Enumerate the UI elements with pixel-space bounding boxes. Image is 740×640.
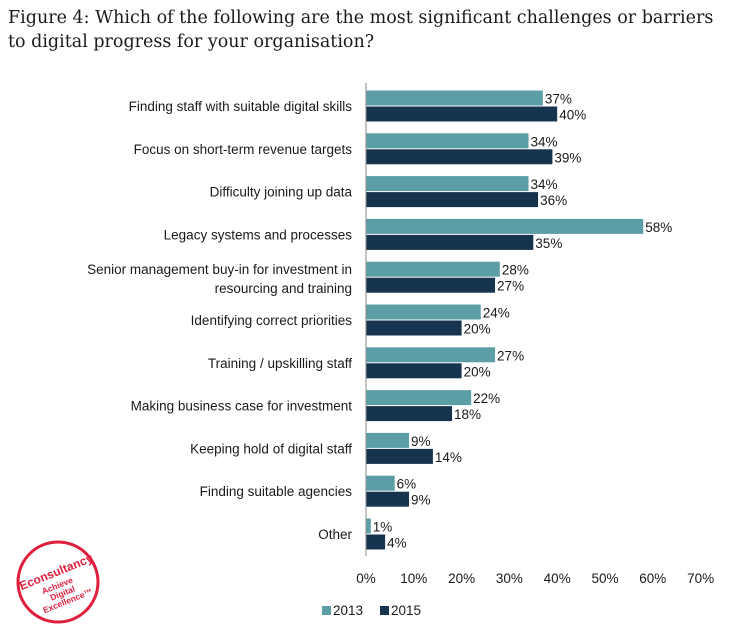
category-label: Finding staff with suitable digital skil…	[129, 99, 353, 114]
bar-2013	[366, 133, 529, 149]
x-tick-label: 30%	[496, 571, 523, 586]
category-label: Difficulty joining up data	[210, 185, 353, 200]
x-tick-label: 40%	[544, 571, 571, 586]
x-tick-label: 50%	[591, 571, 618, 586]
chart-title: Figure 4: Which of the following are the…	[8, 8, 714, 52]
value-label-2013: 34%	[531, 177, 558, 192]
category-label: Legacy systems and processes	[164, 227, 353, 242]
legend-label-2013: 2013	[333, 603, 363, 618]
value-label-2013: 27%	[497, 348, 524, 363]
value-label-2015: 18%	[454, 407, 481, 422]
category-label: Training / upskilling staff	[208, 356, 352, 371]
value-label-2013: 6%	[397, 477, 417, 492]
bar-2013	[366, 304, 481, 320]
bar-2013	[366, 475, 395, 491]
legend-swatch-2015	[380, 606, 389, 615]
value-label-2013: 24%	[483, 306, 510, 321]
value-label-2015: 20%	[464, 364, 491, 379]
bar-2013	[366, 432, 410, 448]
x-tick-label: 60%	[639, 571, 666, 586]
bar-2015	[366, 106, 558, 122]
x-tick-label: 0%	[356, 571, 376, 586]
value-label-2015: 4%	[387, 536, 407, 551]
bar-2015	[366, 491, 410, 507]
value-label-2013: 34%	[531, 134, 558, 149]
category-label: Making business case for investment	[131, 399, 353, 414]
category-label: Other	[318, 527, 352, 542]
bar-2015	[366, 277, 496, 293]
bar-2015	[366, 234, 534, 250]
logo-ring	[16, 540, 100, 624]
value-label-2015: 20%	[464, 322, 491, 337]
value-label-2013: 58%	[645, 220, 672, 235]
legend-swatch-2013	[322, 606, 331, 615]
category-label: Keeping hold of digital staff	[190, 441, 352, 456]
value-label-2015: 27%	[497, 279, 524, 294]
bar-2013	[366, 261, 500, 277]
bar-2013	[366, 518, 371, 534]
value-label-2015: 35%	[535, 236, 562, 251]
bar-2013	[366, 390, 472, 406]
bar-2015	[366, 534, 386, 550]
bar-2015	[366, 149, 553, 165]
value-label-2015: 39%	[554, 150, 581, 165]
category-label: Senior management buy-in for investment …	[87, 262, 352, 296]
category-label: Focus on short-term revenue targets	[134, 142, 353, 157]
value-label-2013: 1%	[373, 520, 393, 535]
value-label-2015: 40%	[559, 108, 586, 123]
bar-2015	[366, 406, 453, 422]
value-label-2013: 22%	[473, 391, 500, 406]
bar-2015	[366, 320, 462, 336]
bar-2015	[366, 363, 462, 379]
bar-2013	[366, 218, 644, 234]
x-tick-label: 10%	[400, 571, 427, 586]
value-label-2013: 9%	[411, 434, 431, 449]
value-label-2013: 28%	[502, 263, 529, 278]
value-label-2013: 37%	[545, 92, 572, 107]
value-label-2015: 14%	[435, 450, 462, 465]
x-tick-label: 70%	[687, 571, 714, 586]
bar-2015	[366, 192, 539, 208]
bar-2013	[366, 90, 543, 106]
bar-2013	[366, 176, 529, 192]
category-label: Finding suitable agencies	[200, 484, 353, 499]
value-label-2015: 36%	[540, 193, 567, 208]
value-label-2015: 9%	[411, 493, 431, 508]
legend-label-2015: 2015	[391, 603, 421, 618]
bar-2013	[366, 347, 496, 363]
category-label: Identifying correct priorities	[191, 313, 353, 328]
bar-2015	[366, 448, 433, 464]
x-tick-label: 20%	[448, 571, 475, 586]
